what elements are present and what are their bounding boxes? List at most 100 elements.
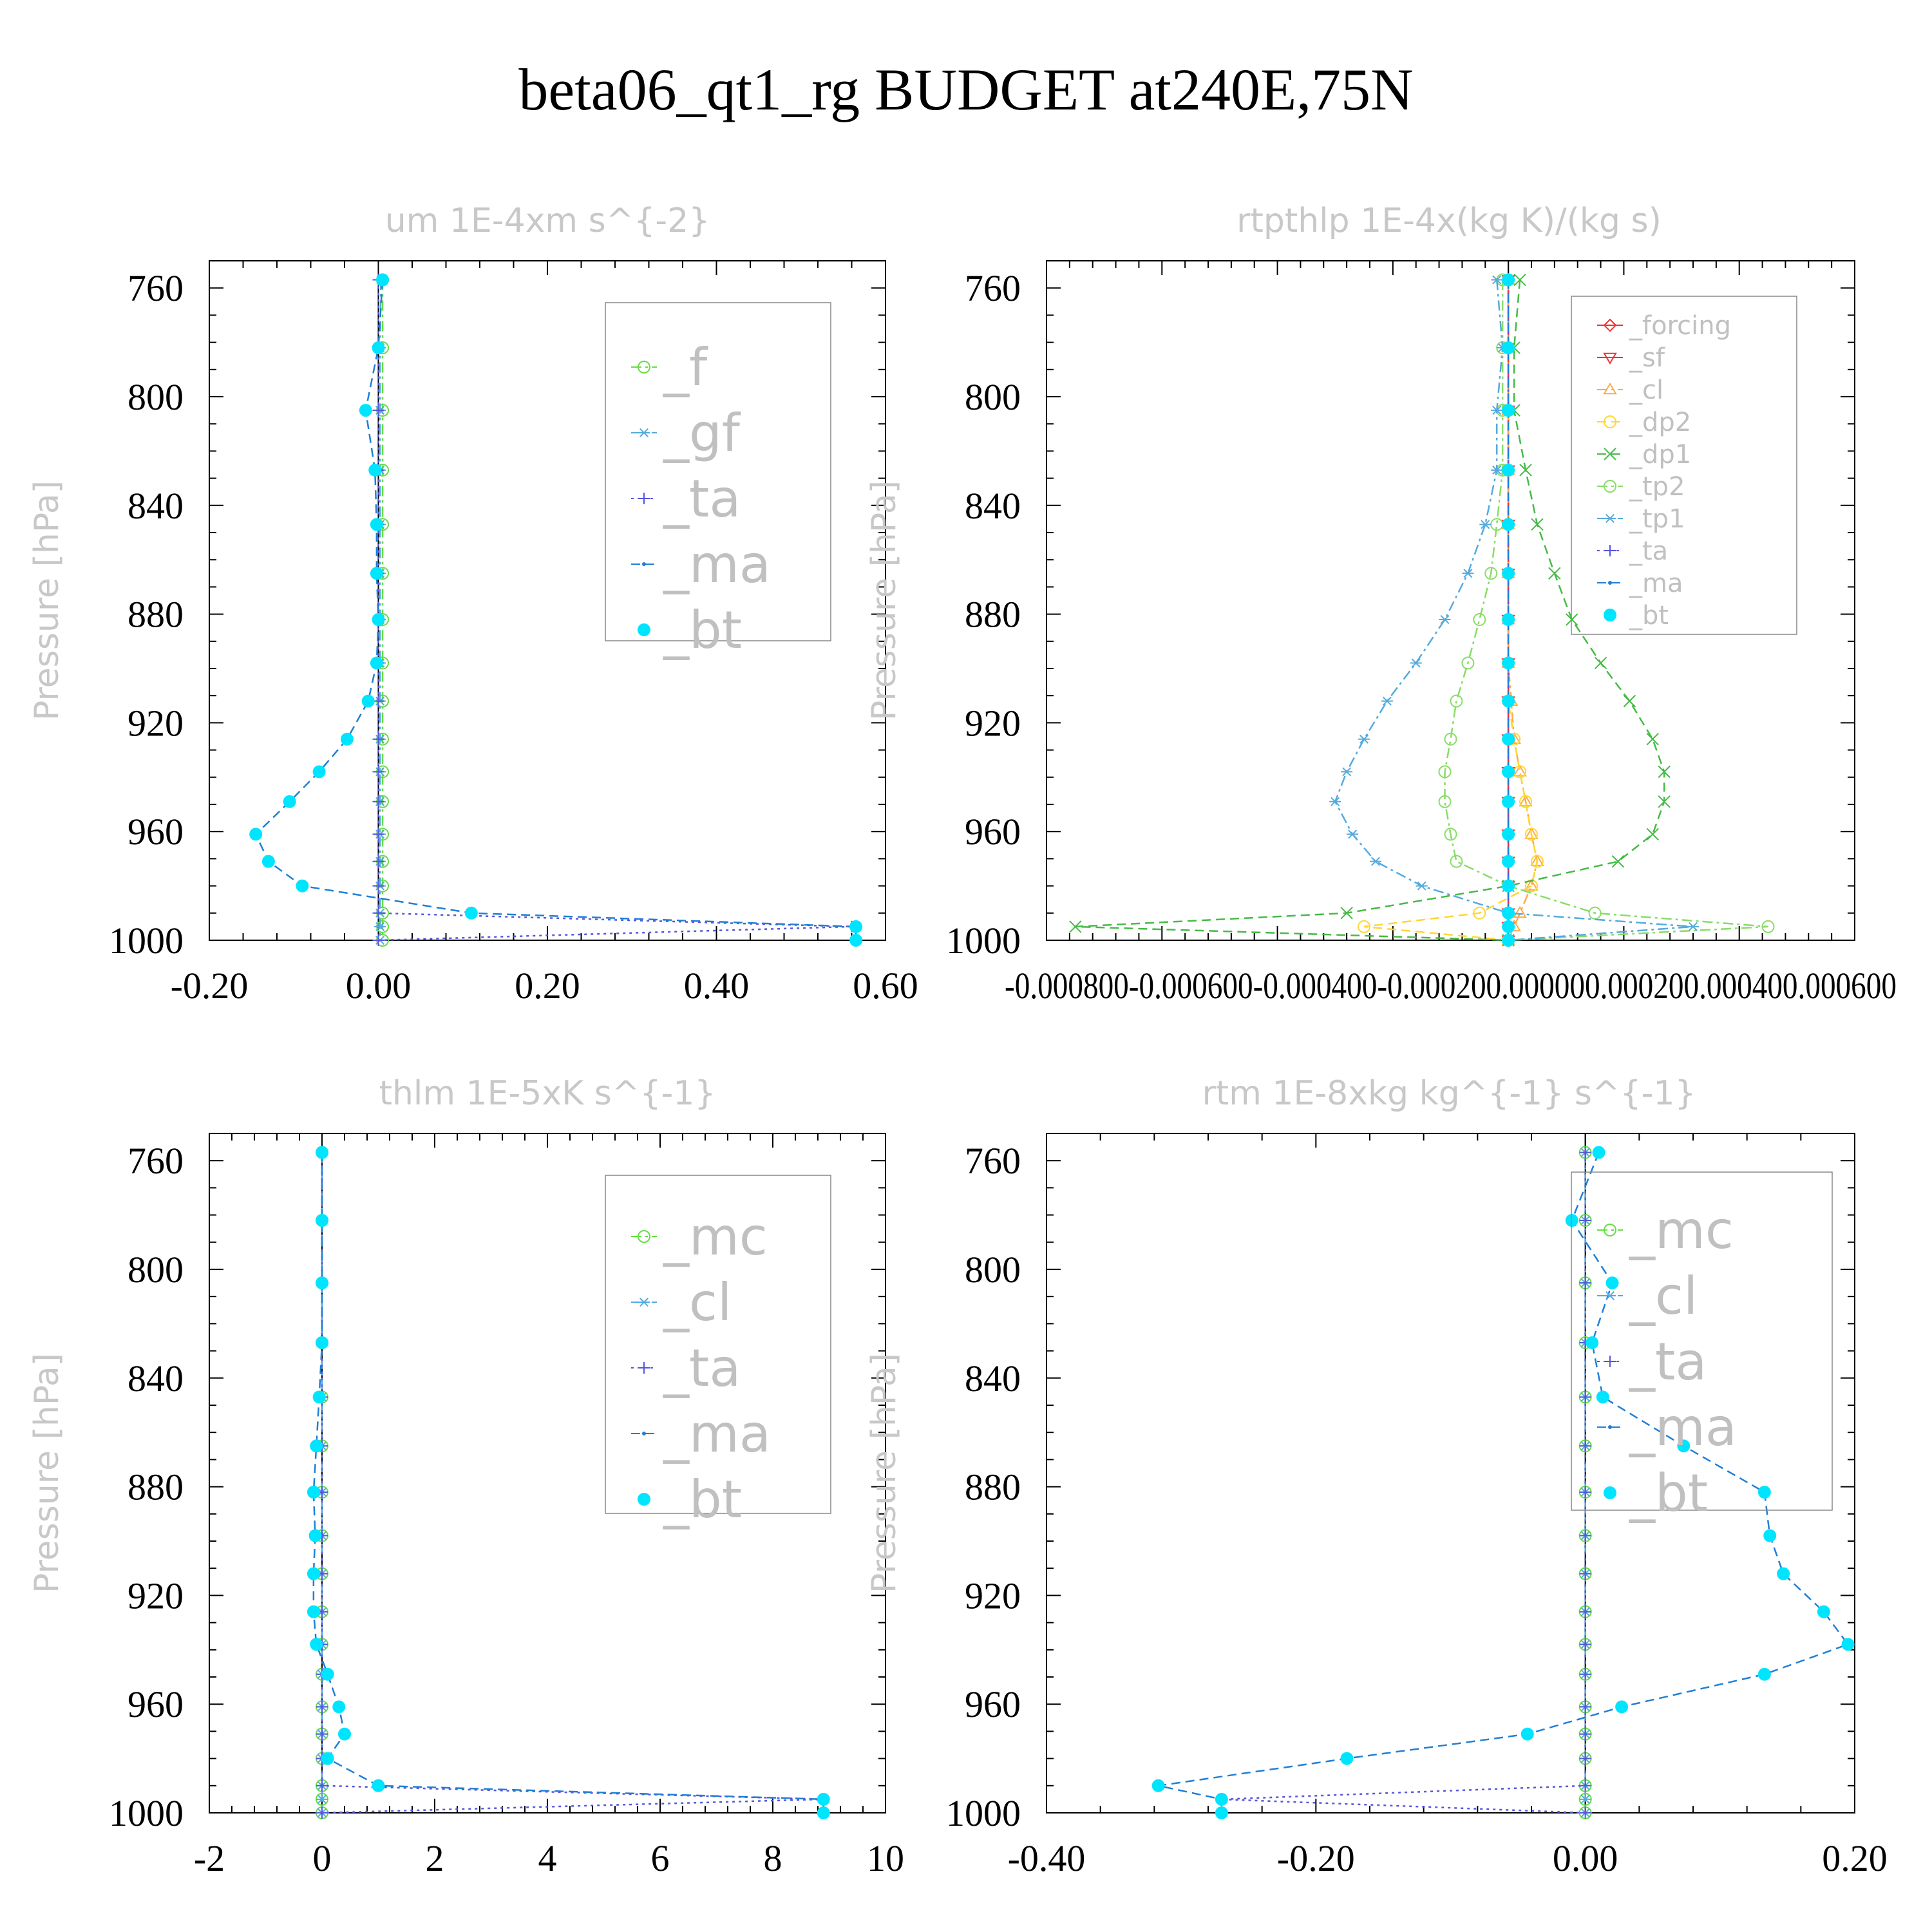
data-point [1579,1486,1591,1499]
y-axis-label: Pressure [hPa] [865,480,904,721]
data-point [1531,518,1544,531]
series-line [1075,279,1665,942]
legend-label: _bt [1629,1463,1708,1523]
data-point [316,1336,328,1349]
legend-label: _ta [663,1338,741,1398]
data-point [1462,569,1474,578]
data-point [1658,765,1671,779]
data-point [1341,767,1353,777]
data-point [1358,734,1370,744]
data-point [312,765,326,779]
data-point [372,404,384,417]
data-point [316,1728,328,1740]
y-tick-label: 960 [965,811,1021,853]
legend-marker [1604,448,1616,460]
legend-label: _f [663,337,708,397]
data-point [1605,1276,1619,1290]
data-point [1841,1638,1855,1651]
y-tick-label: 920 [128,1575,184,1616]
data-point [372,880,384,892]
legend-marker [638,1297,650,1307]
legend-marker [642,1432,646,1435]
data-point [316,1146,328,1159]
data-point [1579,1605,1591,1618]
plot-frame [1046,260,1855,941]
legend-marker [1603,352,1617,365]
legend-marker [1604,415,1616,428]
data-point [1461,656,1475,670]
data-point [1592,1146,1605,1159]
data-point [296,879,309,893]
panel-3: thlm 1E-5xK s^{-1}Pressure [hPa]76080084… [28,1074,904,1879]
x-tick-label: 0.20 [515,965,580,1007]
data-point [312,1390,326,1404]
legend-marker [638,623,650,636]
legend-marker [638,1362,650,1374]
data-point [1502,567,1515,580]
legend-marker [638,1230,650,1243]
data-point [372,766,384,778]
y-tick-label: 1000 [946,1792,1021,1834]
legend-label: _bt [663,600,742,660]
legend-marker [1604,1486,1616,1499]
data-point [316,1807,328,1819]
data-point [1579,1779,1591,1792]
data-point [1530,854,1544,866]
data-point [249,828,263,841]
data-point [1502,906,1515,920]
data-point [374,922,386,931]
data-point [1151,1779,1165,1792]
data-point [1502,463,1515,477]
panel-title: um 1E-4xm s^{-2} [385,202,710,240]
data-point [1215,1792,1228,1806]
data-point [1502,518,1515,531]
legend-marker [1608,1425,1612,1429]
data-point [1473,906,1486,920]
y-axis-label: Pressure [hPa] [865,1353,904,1593]
data-point [372,934,384,946]
y-tick-label: 800 [128,1249,184,1291]
y-tick-label: 800 [128,376,184,418]
data-point [1340,907,1353,920]
legend: _mc_cl_ta_ma_bt [605,1175,831,1530]
data-point [1817,1605,1830,1618]
data-point [1530,855,1544,868]
data-point [817,1806,830,1819]
series-line [1363,279,1539,942]
data-point [1763,1529,1777,1542]
data-point [1491,465,1503,475]
x-tick-label: 0.40 [684,965,750,1007]
data-point [310,1638,323,1651]
x-tick-label: 2 [426,1837,444,1879]
y-tick-label: 840 [965,485,1021,527]
data-point [1347,829,1359,839]
data-point [1594,656,1607,670]
legend: _forcing_sf_cl _dp2 _dp1 _tp2_tp1_ta _ma _bt [1571,296,1797,635]
data-point [1623,694,1636,708]
data-point [1069,920,1082,933]
data-point [307,1605,320,1618]
data-point [1579,1277,1591,1289]
legend-label: _dp2 [1629,408,1691,437]
data-point [1502,765,1515,779]
y-tick-label: 760 [965,267,1021,309]
data-point [1757,1667,1771,1681]
data-point [1548,567,1561,580]
data-point [372,1779,385,1792]
data-point [1524,878,1539,891]
series-line [321,1152,824,1814]
data-point [1579,1440,1591,1452]
data-point [1579,1567,1591,1580]
legend-label: _bt [663,1470,742,1530]
series-line [1221,1152,1586,1814]
legend: _mc_cl_ta_ma_bt [1571,1171,1833,1523]
x-tick-label: 4 [538,1837,557,1879]
data-point [1358,920,1371,933]
x-tick-label: 0.60 [853,965,918,1007]
data-point [308,1529,322,1542]
x-tick-label: 0.20 [1822,1837,1888,1879]
data-point [1615,1700,1629,1714]
legend-label: _tp2 [1629,472,1685,502]
data-point [1502,920,1515,933]
